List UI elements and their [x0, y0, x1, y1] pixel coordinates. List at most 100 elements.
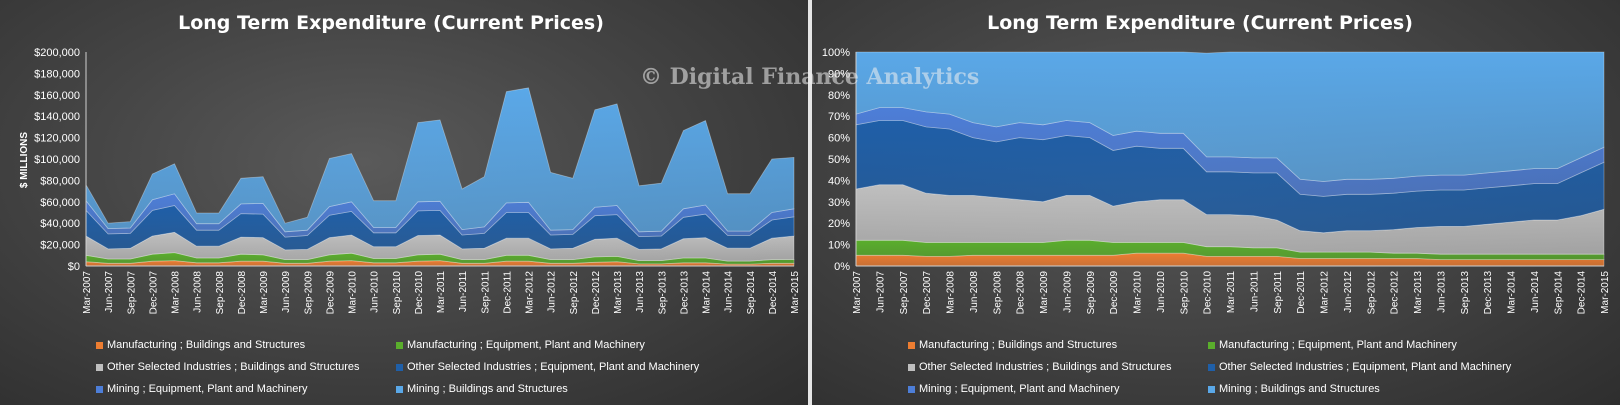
x-tick-label: Jun-2007 — [875, 271, 886, 313]
x-tick-label: Dec-2008 — [1016, 271, 1027, 315]
chart-title: Long Term Expenditure (Current Prices) — [987, 12, 1413, 34]
x-tick-label: Sep-2010 — [392, 271, 403, 315]
x-tick-label: Mar-2013 — [1413, 271, 1424, 314]
legend-swatch — [1208, 385, 1215, 393]
y-tick-label: $20,000 — [40, 240, 80, 252]
x-tick-label: Sep-2013 — [1460, 271, 1471, 315]
x-tick-label: Jun-2012 — [1343, 271, 1354, 313]
legend-label: Mining ; Buildings and Structures — [1219, 383, 1380, 395]
x-tick-label: Sep-2011 — [480, 271, 491, 314]
legend-label: Other Selected Industries ; Buildings an… — [919, 361, 1172, 373]
x-tick-label: Dec-2013 — [679, 271, 690, 315]
legend-label: Manufacturing ; Equipment, Plant and Mac… — [1219, 339, 1457, 351]
legend-swatch — [908, 363, 915, 371]
legend-item-mining-equipment: Mining ; Equipment, Plant and Machinery — [96, 378, 396, 400]
x-tick-label: Jun-2011 — [458, 271, 469, 312]
x-tick-label: Sep-2009 — [303, 271, 314, 315]
legend-item-other-equipment: Other Selected Industries ; Equipment, P… — [396, 356, 726, 378]
legend-label: Manufacturing ; Equipment, Plant and Mac… — [407, 339, 645, 351]
x-tick-label: Mar-2012 — [525, 271, 536, 314]
x-tick-label: Dec-2011 — [502, 271, 513, 314]
legend-label: Other Selected Industries ; Equipment, P… — [1219, 361, 1512, 373]
x-tick-label: Mar-2007 — [82, 271, 93, 314]
chart-title: Long Term Expenditure (Current Prices) — [178, 12, 604, 34]
x-tick-label: Dec-2012 — [1390, 271, 1401, 315]
y-tick-label: 10% — [828, 240, 850, 252]
legend-item-manufacturing-equipment: Manufacturing ; Equipment, Plant and Mac… — [1208, 334, 1538, 356]
y-tick-label: $140,000 — [34, 111, 80, 123]
legend-swatch — [1208, 341, 1215, 349]
x-tick-label: Jun-2011 — [1249, 271, 1260, 312]
chart-legend: Manufacturing ; Buildings and Structures… — [96, 334, 796, 400]
x-tick-label: Mar-2010 — [1133, 271, 1144, 314]
y-tick-label: 80% — [828, 90, 850, 102]
legend-label: Manufacturing ; Buildings and Structures — [919, 339, 1118, 351]
legend-swatch — [96, 341, 103, 349]
legend-item-mining-equipment: Mining ; Equipment, Plant and Machinery — [908, 378, 1208, 400]
x-tick-label: Jun-2013 — [1436, 271, 1447, 313]
legend-label: Mining ; Equipment, Plant and Machinery — [107, 383, 308, 395]
x-tick-label: Sep-2007 — [899, 271, 910, 315]
x-tick-label: Jun-2008 — [193, 271, 204, 313]
legend-item-other-buildings: Other Selected Industries ; Buildings an… — [908, 356, 1208, 378]
y-tick-label: $40,000 — [40, 218, 80, 230]
x-tick-label: Dec-2007 — [922, 271, 933, 315]
legend-swatch — [396, 341, 403, 349]
y-tick-label: 40% — [828, 175, 850, 187]
legend-swatch — [908, 385, 915, 393]
x-tick-label: Mar-2008 — [946, 271, 957, 314]
chart-legend: Manufacturing ; Buildings and Structures… — [908, 334, 1608, 400]
x-tick-label: Dec-2011 — [1296, 271, 1307, 314]
x-tick-label: Sep-2014 — [1553, 271, 1564, 315]
x-tick-label: Dec-2009 — [1109, 271, 1120, 315]
x-tick-label: Sep-2013 — [657, 271, 668, 315]
legend-label: Other Selected Industries ; Equipment, P… — [407, 361, 700, 373]
y-tick-label: $200,000 — [34, 47, 80, 59]
x-tick-label: Jun-2009 — [1062, 271, 1073, 313]
x-tick-label: Mar-2015 — [1600, 271, 1611, 314]
x-tick-label: Sep-2012 — [569, 271, 580, 315]
x-tick-label: Jun-2013 — [635, 271, 646, 313]
x-tick-label: Sep-2010 — [1179, 271, 1190, 315]
x-tick-label: Dec-2012 — [591, 271, 602, 315]
y-tick-label: 0% — [834, 261, 850, 273]
x-tick-label: Mar-2010 — [348, 271, 359, 314]
y-tick-label: $180,000 — [34, 68, 80, 80]
x-tick-label: Mar-2011 — [436, 271, 447, 313]
y-tick-label: 70% — [828, 111, 850, 123]
x-tick-label: Dec-2007 — [148, 271, 159, 315]
x-tick-label: Jun-2009 — [281, 271, 292, 313]
legend-item-manufacturing-buildings: Manufacturing ; Buildings and Structures — [908, 334, 1208, 356]
legend-swatch — [396, 385, 403, 393]
x-tick-label: Dec-2008 — [237, 271, 248, 315]
x-tick-label: Jun-2012 — [547, 271, 558, 313]
y-tick-label: $100,000 — [34, 154, 80, 166]
x-tick-label: Mar-2007 — [852, 271, 863, 314]
x-tick-label: Mar-2014 — [1507, 271, 1518, 314]
legend-swatch — [96, 385, 103, 393]
x-tick-label: Jun-2010 — [370, 271, 381, 313]
x-tick-label: Jun-2014 — [724, 271, 735, 313]
y-tick-label: $120,000 — [34, 133, 80, 145]
x-tick-label: Jun-2007 — [104, 271, 115, 313]
share-expenditure-chart-panel: Long Term Expenditure (Current Prices) 0… — [812, 0, 1620, 405]
x-tick-label: Sep-2009 — [1086, 271, 1097, 315]
legend-item-mining-buildings: Mining ; Buildings and Structures — [396, 378, 726, 400]
x-tick-label: Jun-2010 — [1156, 271, 1167, 313]
x-tick-label: Mar-2015 — [790, 271, 801, 314]
x-tick-label: Dec-2014 — [1577, 271, 1588, 315]
y-tick-label: $160,000 — [34, 90, 80, 102]
legend-item-other-buildings: Other Selected Industries ; Buildings an… — [96, 356, 396, 378]
y-tick-label: 50% — [828, 154, 850, 166]
x-tick-label: Mar-2009 — [1039, 271, 1050, 314]
panel-divider — [808, 0, 812, 405]
x-tick-label: Dec-2014 — [768, 271, 779, 315]
y-axis-label: $ MILLIONS — [19, 132, 30, 188]
y-tick-label: $60,000 — [40, 197, 80, 209]
x-tick-label: Mar-2012 — [1320, 271, 1331, 314]
y-tick-label: 100% — [822, 47, 850, 59]
x-tick-label: Dec-2010 — [1203, 271, 1214, 315]
legend-label: Mining ; Buildings and Structures — [407, 383, 568, 395]
y-tick-label: 30% — [828, 197, 850, 209]
